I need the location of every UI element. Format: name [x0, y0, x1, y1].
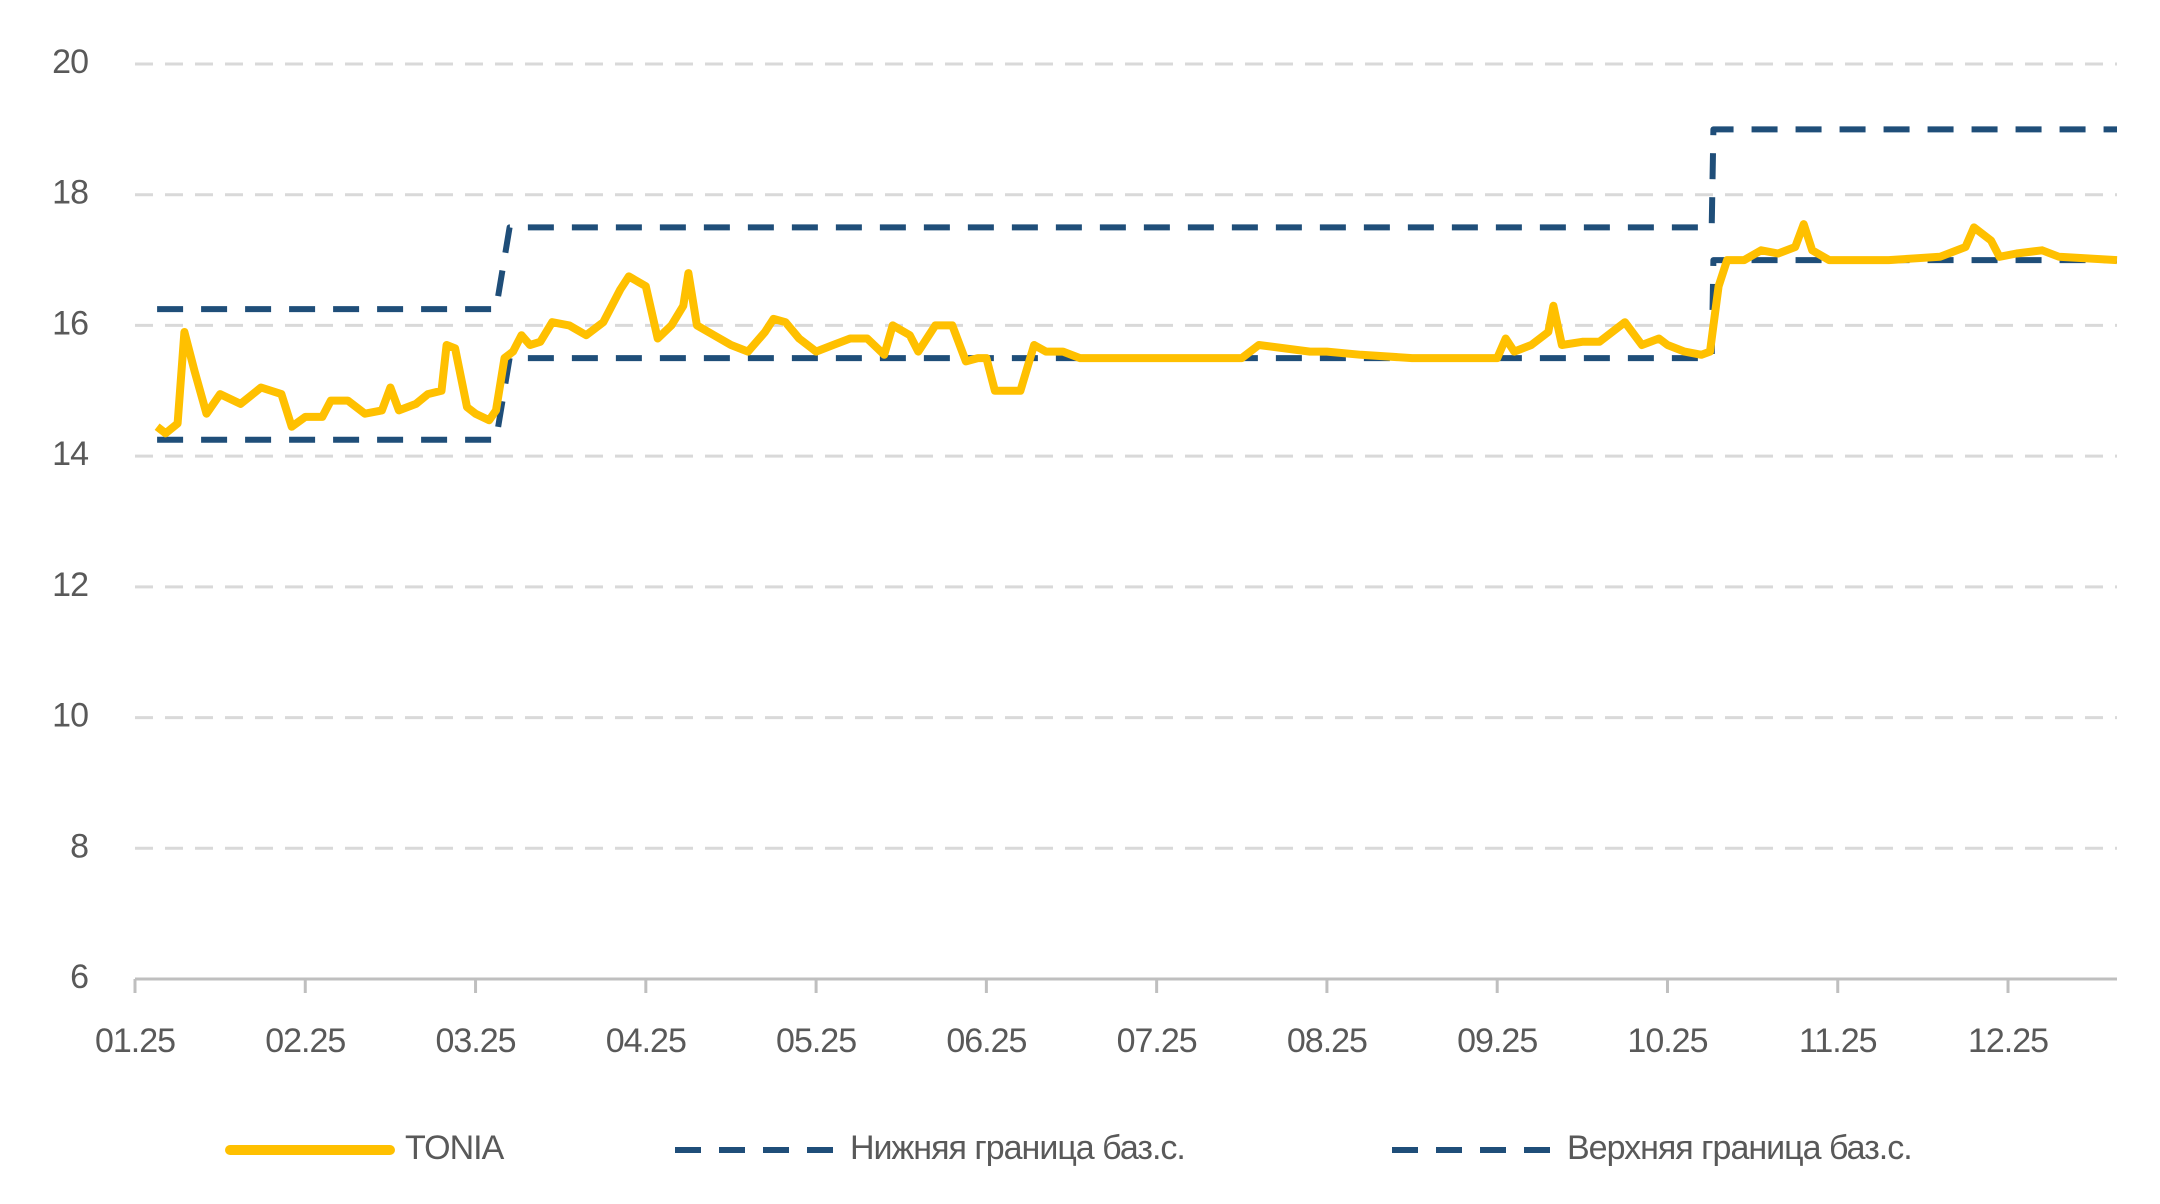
x-tick-label: 11.25: [1799, 1022, 1877, 1060]
x-tick-label: 08.25: [1287, 1022, 1367, 1060]
rate-line: [154, 220, 2118, 438]
y-tick-label: 8: [70, 827, 88, 865]
x-tick-label: 03.25: [436, 1022, 516, 1060]
y-tick-label: 18: [52, 174, 88, 212]
x-tick-label: 02.25: [265, 1022, 345, 1060]
legend-label: Верхняя граница баз.с.: [1567, 1129, 1912, 1167]
y-tick-label: 20: [52, 43, 88, 81]
x-tick-label: 05.25: [776, 1022, 856, 1060]
y-tick-label: 6: [70, 958, 88, 996]
y-tick-label: 12: [52, 566, 88, 604]
x-tick-label: 12.25: [1968, 1022, 2048, 1060]
y-tick-label: 16: [52, 304, 88, 342]
y-tick-label: 14: [52, 435, 88, 473]
bound-line: [157, 126, 2117, 313]
x-tick-label: 07.25: [1117, 1022, 1197, 1060]
legend-label: TONIA: [405, 1129, 505, 1167]
x-tick-label: 10.25: [1627, 1022, 1707, 1060]
x-tick-label: 09.25: [1457, 1022, 1537, 1060]
x-tick-label: 01.25: [95, 1022, 175, 1060]
legend-label: Нижняя граница баз.с.: [850, 1129, 1185, 1167]
x-tick-label: 04.25: [606, 1022, 686, 1060]
x-tick-label: 06.25: [946, 1022, 1026, 1060]
y-tick-label: 10: [52, 697, 88, 735]
